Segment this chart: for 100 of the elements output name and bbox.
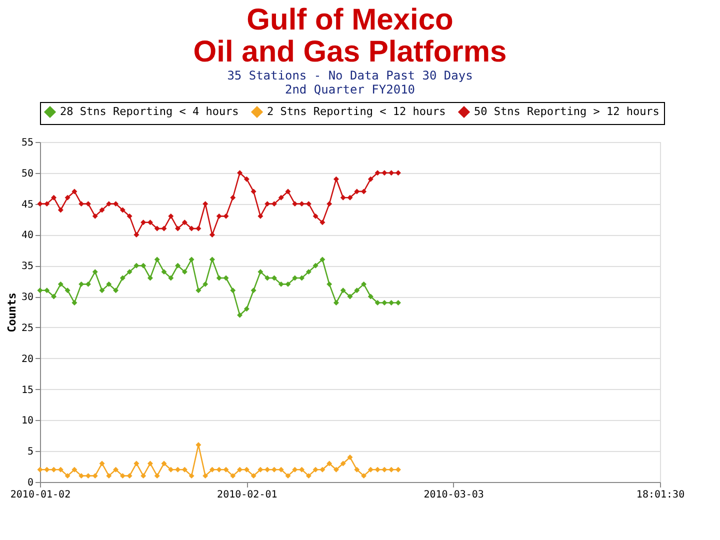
point <box>64 473 70 479</box>
point <box>278 466 284 472</box>
point <box>134 232 140 238</box>
point <box>64 194 70 200</box>
point <box>306 473 312 479</box>
point <box>388 466 394 472</box>
y-axis-title: Counts <box>5 292 18 332</box>
point <box>374 466 380 472</box>
point <box>216 466 222 472</box>
point <box>92 473 98 479</box>
point <box>120 275 126 281</box>
point <box>147 460 153 466</box>
point <box>92 269 98 275</box>
point <box>44 201 50 207</box>
point <box>196 226 202 232</box>
point <box>388 300 394 306</box>
point <box>374 300 380 306</box>
point <box>182 269 188 275</box>
point <box>72 188 78 194</box>
text: Oil and Gas Platforms <box>193 36 507 68</box>
point <box>347 194 353 200</box>
point <box>44 466 50 472</box>
point <box>230 194 236 200</box>
point <box>64 288 70 294</box>
point <box>209 232 215 238</box>
point <box>326 460 332 466</box>
point <box>51 466 57 472</box>
point <box>312 213 318 219</box>
point <box>209 466 215 472</box>
point <box>113 466 119 472</box>
point <box>161 460 167 466</box>
point <box>258 213 264 219</box>
point <box>140 220 146 226</box>
point <box>326 281 332 287</box>
point <box>216 213 222 219</box>
point <box>382 170 388 176</box>
y-tick-label: 25 <box>21 322 34 334</box>
point <box>58 281 64 287</box>
point <box>250 288 256 294</box>
point <box>340 288 346 294</box>
legend-label: 50 Stns Reporting > 12 hours <box>474 105 660 118</box>
point <box>271 466 277 472</box>
point <box>333 176 339 182</box>
point <box>99 207 105 213</box>
point <box>361 473 367 479</box>
text: 35 Stations - No Data Past 30 Days <box>227 68 473 82</box>
point <box>140 473 146 479</box>
y-tick-label: 15 <box>21 384 34 396</box>
point <box>223 466 229 472</box>
legend-label: 28 Stns Reporting < 4 hours <box>60 105 239 118</box>
point <box>354 466 360 472</box>
point <box>182 466 188 472</box>
y-tick-label: 45 <box>21 199 34 210</box>
point <box>196 288 202 294</box>
point <box>202 281 208 287</box>
point <box>161 269 167 275</box>
point <box>99 460 105 466</box>
point <box>126 473 132 479</box>
y-tick-label: 5 <box>27 446 34 458</box>
point <box>347 454 353 460</box>
point <box>395 300 401 306</box>
x-tick-label: 2010-03-03 <box>424 490 484 500</box>
point <box>126 269 132 275</box>
point <box>58 466 64 472</box>
point <box>395 170 401 176</box>
point <box>120 207 126 213</box>
point <box>168 466 174 472</box>
point <box>250 473 256 479</box>
point <box>368 176 374 182</box>
point <box>292 201 298 207</box>
point <box>285 281 291 287</box>
point <box>237 312 243 318</box>
y-tick-label: 10 <box>21 416 34 427</box>
point <box>347 294 353 300</box>
point <box>175 226 181 232</box>
point <box>299 275 305 281</box>
point <box>99 288 105 294</box>
point <box>312 262 318 268</box>
point <box>244 176 250 182</box>
point <box>258 466 264 472</box>
point <box>312 466 318 472</box>
point <box>37 466 43 472</box>
text: 2nd Quarter FY2010 <box>284 82 416 96</box>
point <box>354 188 360 194</box>
point <box>161 226 167 232</box>
point <box>299 466 305 472</box>
point <box>237 170 243 176</box>
y-tick-label: 35 <box>21 261 34 272</box>
point <box>333 300 339 306</box>
point <box>292 466 298 472</box>
point <box>51 194 57 200</box>
y-tick-label: 0 <box>27 478 34 488</box>
point <box>320 256 326 262</box>
point <box>44 288 50 294</box>
point <box>244 466 250 472</box>
point <box>216 275 222 281</box>
point <box>374 170 380 176</box>
point <box>388 170 394 176</box>
point <box>340 460 346 466</box>
point <box>154 226 160 232</box>
